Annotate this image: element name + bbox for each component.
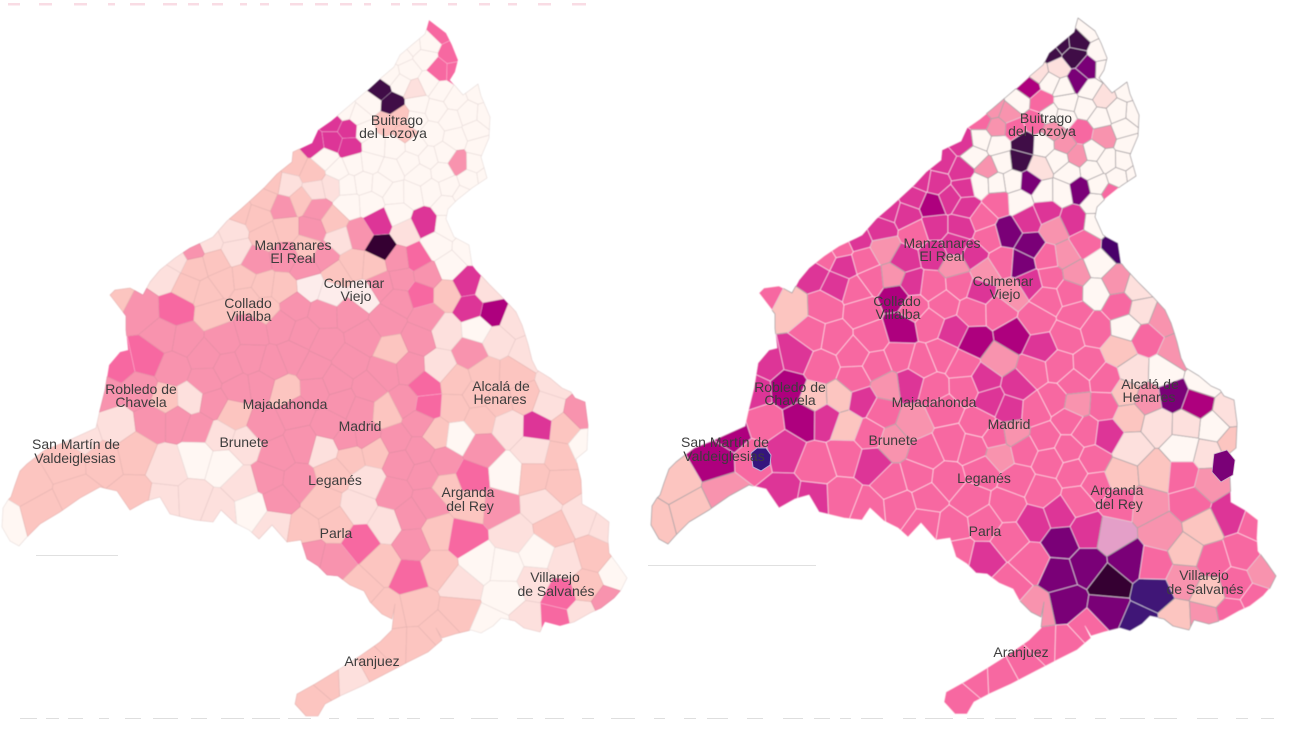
svg-text:Collado: Collado: [224, 295, 272, 311]
svg-text:Collado: Collado: [873, 293, 921, 309]
svg-text:de Salvanés: de Salvanés: [1166, 581, 1243, 597]
svg-text:del Rey: del Rey: [1095, 496, 1142, 512]
svg-text:Leganés: Leganés: [957, 470, 1011, 486]
svg-text:Villalba: Villalba: [876, 306, 921, 322]
svg-text:Villarejo: Villarejo: [530, 569, 580, 585]
svg-text:El Real: El Real: [270, 250, 315, 266]
svg-text:Colmenar: Colmenar: [324, 275, 385, 291]
svg-text:Valdeiglesias: Valdeiglesias: [34, 450, 115, 466]
svg-text:Viejo: Viejo: [341, 288, 372, 304]
svg-text:San Martín de: San Martín de: [681, 434, 769, 450]
svg-text:Brunete: Brunete: [219, 434, 268, 450]
svg-text:Viejo: Viejo: [990, 286, 1021, 302]
svg-text:Alcalá de: Alcalá de: [472, 378, 530, 394]
svg-text:Henares: Henares: [474, 391, 527, 407]
svg-text:Villarejo: Villarejo: [1179, 567, 1229, 583]
svg-text:Chavela: Chavela: [115, 394, 167, 410]
svg-text:Arganda: Arganda: [1091, 482, 1144, 498]
svg-text:del Lozoya: del Lozoya: [1008, 123, 1076, 139]
svg-text:Majadahonda: Majadahonda: [243, 396, 328, 412]
svg-text:Buitrago: Buitrago: [1020, 110, 1072, 126]
svg-text:Buitrago: Buitrago: [371, 112, 423, 128]
svg-text:Leganés: Leganés: [308, 472, 362, 488]
svg-text:Brunete: Brunete: [868, 432, 917, 448]
svg-text:Manzanares: Manzanares: [254, 237, 331, 253]
svg-text:Aranjuez: Aranjuez: [993, 644, 1048, 660]
svg-text:Parla: Parla: [320, 525, 353, 541]
svg-text:Manzanares: Manzanares: [903, 235, 980, 251]
svg-text:de Salvanés: de Salvanés: [517, 583, 594, 599]
svg-text:Parla: Parla: [969, 523, 1002, 539]
svg-text:Aranjuez: Aranjuez: [344, 653, 399, 669]
svg-text:Valdeiglesias: Valdeiglesias: [683, 448, 764, 464]
svg-text:El Real: El Real: [919, 248, 964, 264]
svg-text:Arganda: Arganda: [442, 484, 495, 500]
svg-text:Chavela: Chavela: [764, 392, 816, 408]
svg-text:San Martín de: San Martín de: [32, 436, 120, 452]
svg-text:Madrid: Madrid: [339, 418, 382, 434]
svg-text:Villalba: Villalba: [227, 308, 272, 324]
svg-text:Henares: Henares: [1123, 389, 1176, 405]
svg-text:Alcalá de: Alcalá de: [1121, 376, 1179, 392]
svg-text:Robledo de: Robledo de: [754, 379, 826, 395]
svg-text:del Rey: del Rey: [446, 498, 493, 514]
svg-text:del Lozoya: del Lozoya: [359, 125, 427, 141]
svg-text:Majadahonda: Majadahonda: [892, 394, 977, 410]
svg-text:Colmenar: Colmenar: [973, 273, 1034, 289]
svg-text:Madrid: Madrid: [988, 416, 1031, 432]
svg-text:Robledo de: Robledo de: [105, 381, 177, 397]
